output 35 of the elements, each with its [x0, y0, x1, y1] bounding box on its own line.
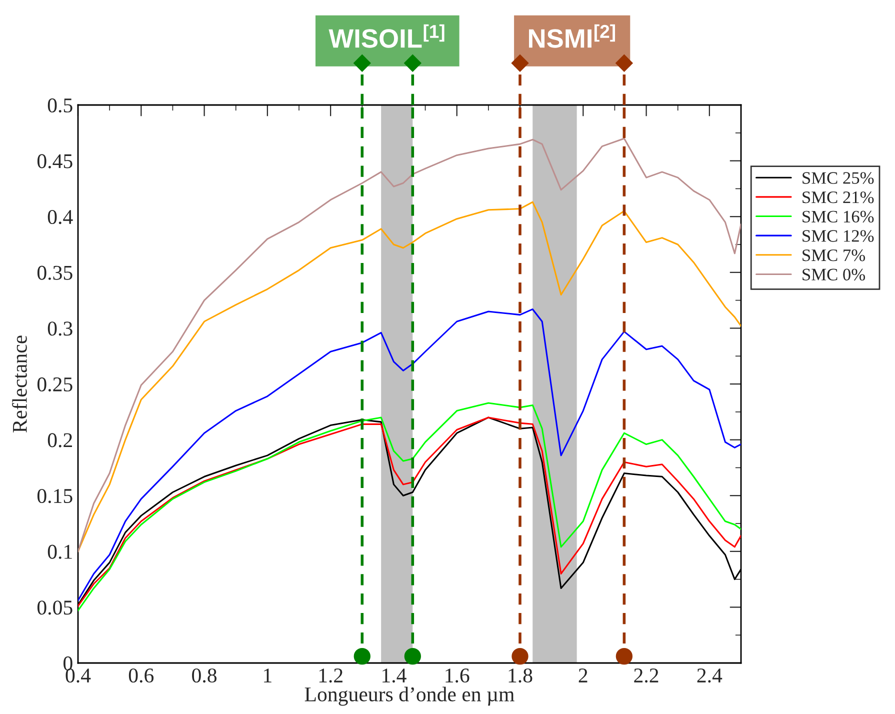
- x-tick-label: 1: [264, 668, 272, 682]
- legend-label: SMC 0%: [802, 268, 866, 281]
- y-tick-label: 0.1: [48, 544, 72, 559]
- x-tick-label: 1.8: [508, 668, 532, 683]
- y-tick-label: 0.2: [48, 433, 72, 448]
- text: WISOIL$^{[1]}$: [328, 24, 444, 48]
- line-series: [78, 308, 741, 602]
- y-tick-label: 0.4: [48, 210, 73, 224]
- legend-label: SMC 12%: [802, 230, 874, 242]
- legend-label: SMC 16%: [802, 210, 874, 223]
- x-tick-label: 2: [578, 668, 588, 682]
- y-tick-label: 0.35: [37, 266, 72, 280]
- text: NSMI$^{[2]}$: [528, 24, 615, 48]
- y-tick-label: 0.25: [37, 377, 72, 392]
- y-tick-label: 0.45: [37, 154, 72, 168]
- line-series: [78, 138, 741, 552]
- legend-label: SMC 21%: [802, 191, 874, 204]
- x-tick-label: 1.2: [319, 668, 342, 683]
- x-tick-label: 0.8: [192, 668, 217, 683]
- x-axis-title: Longueurs d’onde en µm: [304, 686, 514, 706]
- y-tick-label: 0.3: [48, 322, 72, 336]
- line-series: [78, 201, 741, 552]
- x-tick-label: 1.6: [446, 668, 470, 683]
- y-tick-label: 0.15: [37, 488, 72, 504]
- legend-label: SMC 7%: [802, 249, 866, 262]
- y-tick-label: 0: [64, 656, 72, 670]
- legend-label: SMC 25%: [802, 172, 874, 184]
- x-tick-label: 2.4: [697, 668, 722, 683]
- x-tick-label: 0.4: [66, 668, 91, 683]
- y-axis-title: Reflectance: [12, 336, 27, 433]
- x-tick-label: 2.2: [634, 668, 658, 683]
- y-tick-label: 0.05: [37, 600, 72, 615]
- y-tick-label: 0.5: [48, 98, 72, 113]
- x-tick-label: 1.4: [382, 668, 406, 683]
- x-tick-label: 0.6: [128, 668, 154, 683]
